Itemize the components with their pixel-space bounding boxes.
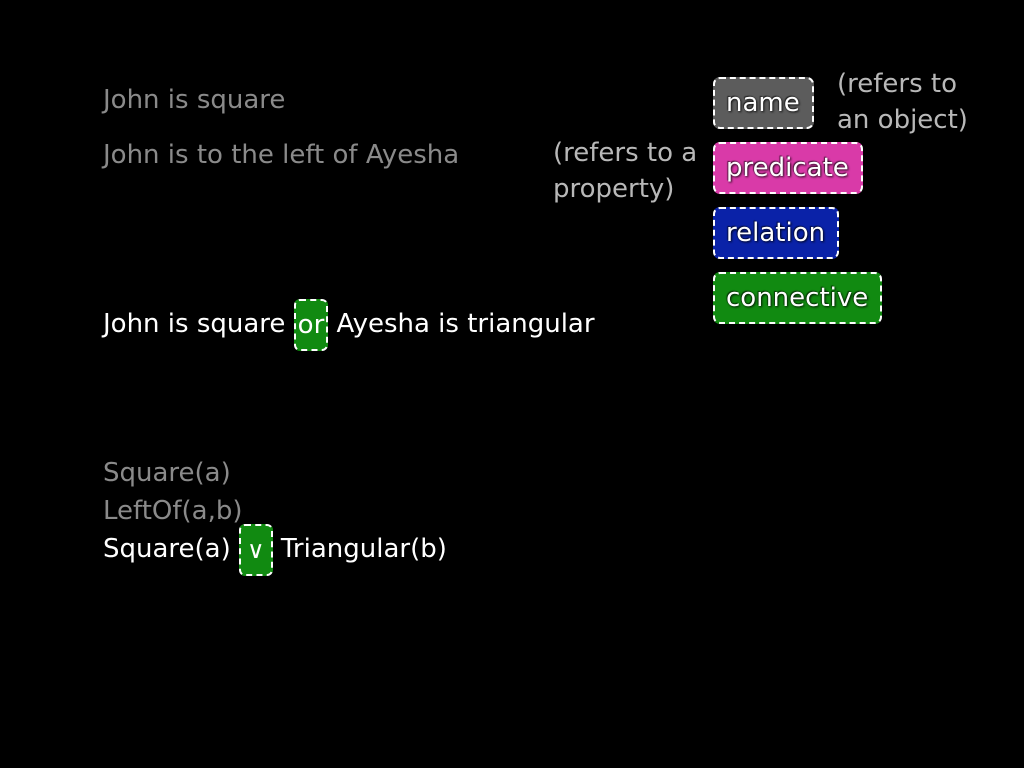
name-note-line-1: (refers to [837,69,958,99]
sentence-right-part: Ayesha is triangular [336,309,595,339]
legend-connective-chip: connective [713,272,883,324]
name-note: (refers to an object) [837,66,968,138]
sentence-john-is-square: John is square [103,85,286,115]
formula-left-part: Square(a) [103,534,231,564]
sentence-john-left-of-ayesha: John is to the left of Ayesha [103,140,460,170]
name-note-line-2: an object) [837,105,968,135]
sentence-left-part: John is square [103,309,286,339]
formula-right-part: Triangular(b) [280,534,447,564]
predicate-note-line-1: (refers to a [553,138,698,168]
formula-leftof-a-b: LeftOf(a,b) [103,496,243,526]
legend-predicate-chip: predicate [713,142,863,194]
formula-square-a: Square(a) [103,458,231,488]
sentence-with-connective: John is square or Ayesha is triangular [103,298,595,351]
predicate-note: (refers to a property) [553,135,697,207]
connective-or-highlight: or [293,298,329,351]
legend-name-chip: name [713,77,814,129]
legend-relation-chip: relation [713,207,840,259]
predicate-note-line-2: property) [553,174,675,204]
connective-or-symbol-highlight: ∨ [239,523,273,576]
formula-with-connective: Square(a) ∨ Triangular(b) [103,523,447,576]
